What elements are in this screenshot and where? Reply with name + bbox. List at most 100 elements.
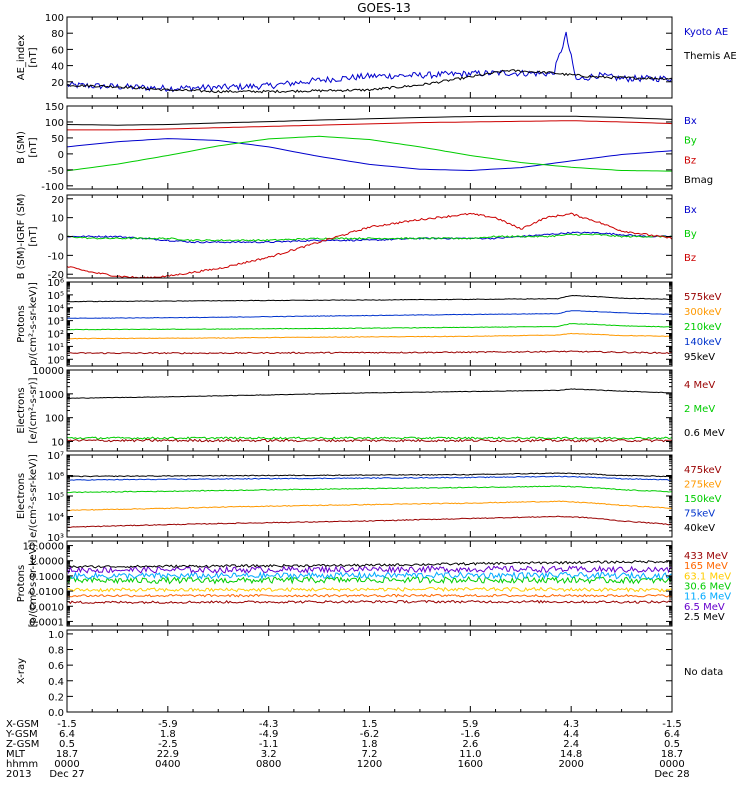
y-tick-label: 10 [51,214,64,225]
legend-label: 6.5 MeV [684,602,725,613]
legend-label: 575keV [684,292,722,303]
y-axis-unit-label: p/(cm²-s-sr-keV)] [28,282,39,366]
series-line-kyoto-ae [66,31,673,93]
ephemeris-value: 0000 [54,759,79,770]
y-axis-unit-label: [nT] [28,226,39,246]
legend-label: 4 MeV [684,380,715,391]
series-line-bx [66,231,673,244]
ephemeris-value: 1.5 [362,719,378,730]
y-tick-label: 40 [51,62,64,73]
ephemeris-value: -6.2 [360,729,380,740]
y-tick-label: 10 [51,438,64,449]
series-line-2-5-mev [66,560,673,569]
y-axis-unit-label: [nT] [28,137,39,157]
ephemeris-value: 0800 [256,759,281,770]
legend-label: 63.1 MeV [684,571,731,582]
legend-label: Themis AE [683,51,737,62]
y-tick-label: 10⁰ [47,355,64,366]
series-line-30-6-mev [66,575,673,585]
panel-7: 0.0001 0.0010 0.0100 0.1000 1.0000 10.0000 Pro… [16,540,731,629]
legend-label: 150keV [684,494,722,505]
legend-label: 75keV [684,509,715,520]
y-tick-label: 10³ [47,317,64,328]
ephemeris-value: -1.5 [662,719,682,730]
y-tick-label: -50 [48,166,64,177]
y-tick-label: -10 [48,251,64,262]
panel-3: -20 -10 0 10 20 B (SM)-IGRF (SM) [nT] Bx By Bz [16,194,697,282]
series-line-by [66,135,672,172]
panel-frame [66,629,673,713]
series-line-40kev [66,472,673,478]
ephemeris-value: 2000 [558,759,583,770]
ephemeris-value: 0400 [155,759,180,770]
legend-label: 210keV [684,322,722,333]
ephemeris-value: -2.5 [158,739,178,750]
ephemeris-value: 0000 [659,759,684,770]
ephemeris-value: 4.3 [563,719,579,730]
y-tick-label: 10⁴ [47,513,64,524]
y-tick-label: 0.0001 [29,617,64,628]
ephemeris-value: 6.4 [59,729,75,740]
ephemeris-value: 3.2 [261,749,277,760]
panel-2: -100 -50 0 50 100 150 B (SM) [nT] Bx By Bz Bmag [16,102,713,193]
y-tick-label: 10¹ [47,342,64,353]
legend-label: 475keV [684,465,722,476]
series-line-433-mev [66,599,673,605]
series-line-210kev [66,323,673,331]
series-line-575kev [66,350,672,355]
series-line-by [66,233,673,242]
legend-label: 275keV [684,480,722,491]
legend-label: Bmag [684,175,713,186]
series-line-165-mev [66,593,673,598]
series-line-4-mev [66,438,673,443]
ephemeris-value: 5.9 [462,719,478,730]
ephemeris-value: 0.5 [59,739,75,750]
series-line-475kev [66,515,673,529]
y-tick-label: 1000 [39,390,64,401]
y-tick-label: 0.4 [48,677,64,688]
ephemeris-value: 7.2 [362,749,378,760]
series-line-63-1-mev [66,586,673,593]
series-line-bmag [66,115,673,126]
y-tick-label: 0 [58,150,64,161]
series-line-95kev [66,294,673,303]
y-tick-label: 0.0 [48,708,64,719]
ephemeris-value: 18.7 [661,749,683,760]
y-tick-label: 1.0000 [29,557,64,568]
series-line-0-6-mev [66,388,672,399]
ephemeris-value: 14.8 [560,749,582,760]
y-tick-label: 100 [45,118,64,129]
ephemeris-value: 1200 [357,759,382,770]
y-axis-label: X-ray [16,658,27,684]
ephemeris-row-label: Y-GSM [5,729,38,740]
y-axis-label: B (SM) [16,131,27,164]
y-axis-label: B (SM)-IGRF (SM) [16,194,27,280]
legend-label: 40keV [684,523,715,534]
y-tick-label: 20 [51,78,64,89]
series-line-2-mev [66,436,673,440]
y-tick-label: 1.0 [48,630,64,641]
ephemeris-row-label: 2013 [6,769,31,780]
legend-label: 30.6 MeV [684,582,731,593]
legend-label: Bz [684,155,696,166]
y-tick-label: 0 [58,233,64,244]
y-tick-label: 10⁶ [47,278,64,289]
legend-label: Bz [684,253,696,264]
series-line-bz [66,212,673,279]
ephemeris-value: 1.8 [362,739,378,750]
y-axis-unit-label: e/(cm²-s-sr-keV)] [28,454,39,538]
ephemeris-value: -1.5 [57,719,77,730]
y-tick-label: 150 [45,102,64,113]
y-axis-label: Electrons [16,387,27,433]
ephemeris-value: Dec 27 [49,769,84,780]
legend-label: 165 MeV [684,561,728,572]
ephemeris-value: -1.1 [259,739,279,750]
y-tick-label: 0.1000 [29,572,64,583]
plot-title: GOES-13 [357,1,411,15]
ephemeris-row-label: MLT [6,749,26,760]
y-tick-label: 100 [45,13,64,24]
legend-label: 2.5 MeV [684,612,725,623]
y-axis-unit-label: [e/(cm²-s-sr)] [28,377,39,443]
